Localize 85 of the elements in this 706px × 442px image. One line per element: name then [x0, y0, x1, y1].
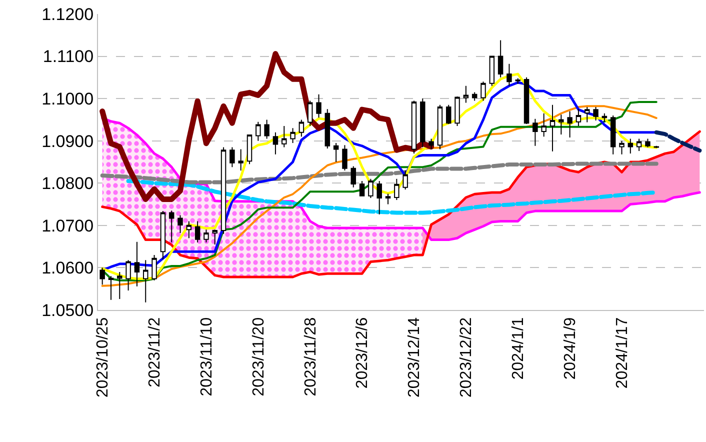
- y-tick-label: 1.0700: [42, 216, 94, 236]
- y-tick-label: 1.1200: [42, 4, 94, 24]
- candlestick: [333, 142, 339, 162]
- candlestick: [532, 118, 538, 146]
- candlestick: [307, 100, 313, 127]
- candlestick: [619, 140, 624, 155]
- x-tick-label: 2023/11/20: [250, 317, 268, 396]
- candlestick: [480, 81, 486, 102]
- candlestick: [272, 132, 278, 155]
- x-tick-label: 2023/12/22: [458, 317, 476, 398]
- candlestick: [117, 271, 122, 300]
- candlestick: [134, 241, 140, 287]
- candlestick: [220, 146, 226, 234]
- candlestick: [593, 106, 598, 122]
- candlestick: [636, 138, 642, 152]
- x-tick-label: 2023/12/6: [354, 317, 372, 389]
- candlestick: [602, 112, 608, 122]
- candlestick: [212, 229, 218, 245]
- candlestick: [558, 114, 564, 136]
- candlestick: [506, 63, 512, 86]
- candlestick: [402, 170, 408, 190]
- candlestick: [359, 180, 365, 196]
- candlestick: [186, 220, 192, 239]
- y-tick-label: 1.1100: [42, 47, 94, 66]
- candlestick: [264, 119, 270, 140]
- candlestick: [576, 108, 582, 127]
- candlestick: [350, 166, 356, 188]
- candlestick: [160, 210, 166, 260]
- candlestick: [282, 126, 287, 148]
- candlestick: [142, 260, 148, 303]
- candlestick: [246, 134, 252, 165]
- candlestick: [394, 178, 400, 201]
- candlestick: [428, 138, 434, 150]
- candlestick: [437, 104, 443, 150]
- x-tick-label: 2023/12/14: [406, 317, 424, 398]
- candlestick: [290, 128, 296, 144]
- candlestick: [472, 92, 478, 102]
- candlestick: [194, 220, 200, 243]
- line-series: [654, 130, 702, 153]
- candlestick: [489, 56, 495, 86]
- x-tick-label: 2023/11/28: [302, 317, 320, 396]
- candlestick: [152, 254, 157, 281]
- candlestick: [628, 138, 634, 154]
- candlestick: [168, 210, 174, 243]
- x-tick-label: 2023/10/25: [94, 317, 112, 398]
- candlestick: [446, 104, 452, 124]
- candlestick: [298, 119, 304, 138]
- x-tick-label: 2024/1/17: [614, 317, 631, 389]
- y-tick-label: 1.0500: [42, 300, 94, 320]
- candlestick: [100, 267, 105, 286]
- candlestick: [454, 96, 460, 127]
- candlestick: [368, 178, 374, 198]
- candlestick: [584, 106, 590, 123]
- candlestick: [550, 104, 556, 152]
- y-tick-label: 1.0800: [42, 174, 94, 194]
- y-tick-label: 1.1000: [42, 90, 94, 109]
- candlestick: [610, 114, 616, 155]
- candlestick: [376, 180, 382, 215]
- candlestick: [645, 138, 650, 148]
- y-tick-label: 1.0900: [42, 132, 94, 151]
- candlestick: [108, 276, 114, 300]
- candlestick: [342, 144, 348, 171]
- candlestick: [524, 76, 530, 124]
- candlestick: [463, 85, 469, 104]
- candlestick: [420, 98, 426, 148]
- candlestick: [230, 146, 235, 168]
- candlestick: [411, 100, 417, 154]
- candlestick: [256, 121, 261, 142]
- x-tick-label: 2023/11/2: [146, 317, 164, 388]
- line-series: [100, 162, 658, 184]
- candlestick: [238, 148, 244, 171]
- x-tick-label: 2024/1/1: [510, 317, 528, 380]
- x-tick-label: 2023/11/10: [198, 317, 216, 396]
- candlestick: [178, 214, 183, 234]
- candlestick: [515, 78, 520, 84]
- candlestick: [126, 260, 131, 292]
- candlestick: [316, 94, 322, 118]
- y-tick-label: 1.0600: [42, 258, 94, 278]
- x-tick-label: 2024/1/9: [562, 317, 580, 380]
- candlestick: [541, 112, 546, 138]
- candlestick: [498, 40, 504, 78]
- candlestick: [567, 110, 572, 138]
- candlestick: [204, 229, 209, 243]
- candlestick: [324, 108, 330, 149]
- candlestick: [385, 193, 391, 205]
